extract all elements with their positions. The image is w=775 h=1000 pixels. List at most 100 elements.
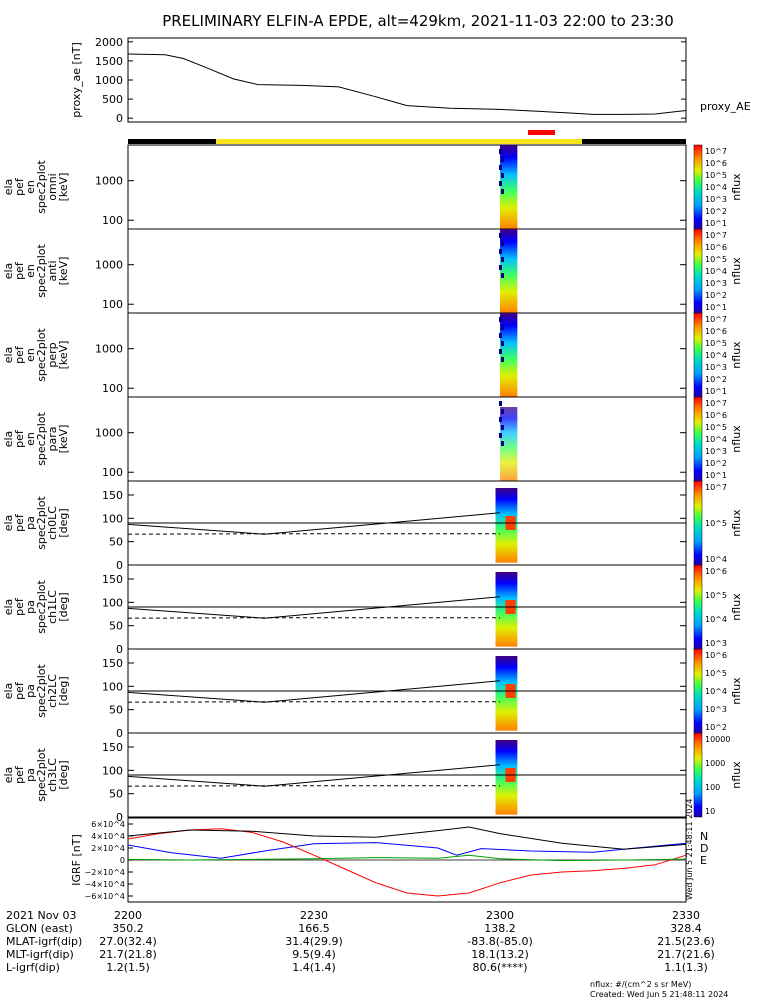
colorbar-tick-label: 10^3 [705,447,727,456]
ytick-label: −2×10^4 [85,868,125,877]
footer-value: 21.5(23.6) [657,935,715,948]
colorbar [693,564,703,650]
ylabel-line: pa [24,768,37,782]
ylabel-line: ela [2,515,15,532]
ylabel-line: [deg] [57,760,70,789]
panel-frame [127,144,687,230]
colorbar-tick-label: 10^7 [705,399,727,408]
spectrogram-speck [501,157,504,162]
ylabel-line: pef [13,765,26,784]
colorbar-tick-label: 10^4 [705,615,727,624]
footer-value: 21.7(21.6) [657,948,715,961]
igrf-ylabel: IGRF [nT] [70,834,83,886]
ytick-label: 150 [102,657,123,670]
colorbar-label: nflux [730,341,743,369]
ylabel-line: pef [13,597,26,616]
ytick-label: 0 [116,727,123,740]
panel-perp: elapefenspec2plotperp[keV] 100 1000 10^7 10^… [2,312,743,398]
ylabel-line: ela [2,431,15,448]
footer-row: GLON (east) 350.2 166.5 138.2 328.4 [6,922,702,935]
ylabel-line: [deg] [57,676,70,705]
ytick-label: −6×10^4 [85,892,125,901]
panel-frame [127,312,687,398]
ylabel-line: spec2plot [35,328,48,382]
ytick-label: 2000 [95,36,123,49]
sidebar-stamp: Wed Jun 5 21:48:11 2024 [685,799,694,901]
ylabel-line: [keV] [57,341,70,370]
igrf-e-line [127,854,687,862]
colorbar-tick-label: 10^6 [705,651,727,660]
ytick-label: 0 [116,559,123,572]
panel-ylabel: elapefenspec2plotperp[keV] [2,328,70,382]
ytick-label: 100 [102,214,123,227]
ytick-label: 0 [116,112,123,125]
panel-ylabel: elapefpaspec2plotch3LC[deg] [2,748,70,802]
spectrogram-speck [499,417,502,422]
ytick-label: 50 [109,788,123,801]
ytick-label: 500 [102,93,123,106]
spectrogram-speck [501,257,504,262]
footer-value: 1.1(1.3) [664,961,708,974]
spectrogram-speck [499,249,502,254]
colorbar [693,396,703,482]
region-bar-black-left [128,139,216,144]
colorbar-tick-label: 10^4 [705,351,727,360]
footer-label: MLAT-igrf(dip) [6,935,82,948]
panel-ylabel: elapefpaspec2plotch0LC[deg] [2,496,70,550]
spectrogram-block [500,145,518,229]
colorbar-label: nflux [730,257,743,285]
footer-row: L-igrf(dip) 1.2(1.5) 1.4(1.4) 80.6(****)… [6,961,708,974]
igrf-legend-d: D [700,842,708,855]
ylabel-line: pef [13,177,26,196]
footer-value: 2230 [300,909,328,922]
ytick-label: 50 [109,536,123,549]
footer-value: 1.4(1.4) [292,961,336,974]
ytick-label: 150 [102,741,123,754]
ylabel-line: spec2plot [35,664,48,718]
colorbar-tick-label: 10^3 [705,279,727,288]
spectrogram-speck [499,149,502,154]
colorbar [693,144,703,230]
ylabel-line: [keV] [57,173,70,202]
colorbar-tick-label: 10000 [705,735,730,744]
spectrogram-block [500,407,518,481]
colorbar-tick-label: 10^3 [705,705,727,714]
spectrogram-speck [501,341,504,346]
ylabel-line: [keV] [57,257,70,286]
ytick-label: 6×10^4 [91,820,125,829]
science-zone-marker [528,130,555,135]
footer-value: 350.2 [112,922,144,935]
colorbar-tick-label: 10^6 [705,411,727,420]
ylabel-line: pa [24,516,37,530]
colorbar-tick-label: 10^4 [705,267,727,276]
colorbar-tick-label: 10^5 [705,423,727,432]
colorbar-tick-label: 10^6 [705,567,727,576]
spectrogram-speck [501,325,504,330]
ytick-label: 1500 [95,55,123,68]
panel-ylabel: elapefenspec2plotpara[keV] [2,412,70,466]
plot-title: PRELIMINARY ELFIN-A EPDE, alt=429km, 202… [162,12,674,30]
colorbar-tick-label: 10^5 [705,519,727,528]
ytick-label: 100 [102,512,123,525]
footer-label: MLT-igrf(dip) [6,948,74,961]
colorbar-tick-label: 10^6 [705,159,727,168]
ylabel-line: pef [13,261,26,280]
ylabel-line: anti [46,260,59,281]
spectrogram-speck [499,433,502,438]
colorbar-label: nflux [730,761,743,789]
panel-ylabel: elapefenspec2plotomni[keV] [2,160,70,214]
footer-label: GLON (east) [6,922,73,935]
proxy-ae-frame [127,37,687,123]
footer-row: 2021 Nov 03 2200 2230 2300 2330 [6,909,700,922]
colorbar-tick-label: 1000 [705,759,725,768]
panel-ylabel: elapefenspec2plotanti[keV] [2,244,70,298]
ylabel-line: ela [2,767,15,784]
region-bar-black-right [582,139,686,144]
colorbar-tick-label: 10 [705,807,715,816]
ytick-label: 1000 [95,259,123,272]
colorbar-tick-label: 10^5 [705,339,727,348]
colorbar-tick-label: 10^7 [705,231,727,240]
colorbar-tick-label: 10^4 [705,183,727,192]
ylabel-line: en [24,432,37,446]
ylabel-line: omni [46,173,59,200]
